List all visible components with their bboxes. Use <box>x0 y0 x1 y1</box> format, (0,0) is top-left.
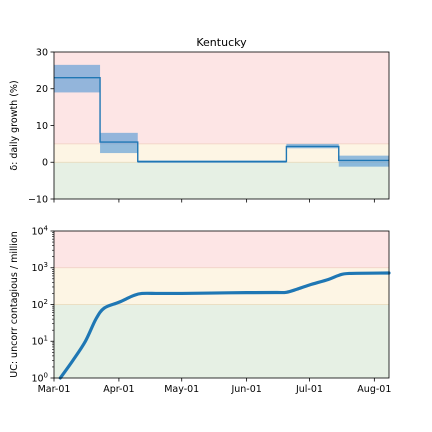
bottom-x-ticks: Mar-01 Apr-01 May-01 Jun-01 Jul-01 Aug-01 <box>38 378 391 395</box>
contagious-line <box>58 271 391 380</box>
top-risk-bands <box>54 52 389 199</box>
top-y-tick-label: 20 <box>36 84 48 95</box>
top-y-tick-label: 0 <box>42 158 48 169</box>
growth-ci-segment-4 <box>338 155 389 167</box>
bottom-risk-bands <box>54 231 389 378</box>
contagious-panel: 104 103 102 101 100 Mar-01 Apr-01 May-01 Jun-01… <box>9 224 391 395</box>
growth-rate-step-line <box>54 77 389 163</box>
x-tick-label: Jul-01 <box>295 384 323 395</box>
chart-title: Kentucky <box>196 36 247 49</box>
top-band-2 <box>54 52 389 144</box>
x-tick-label: Apr-01 <box>103 384 134 395</box>
growth-ci-segment-1 <box>100 132 138 154</box>
bottom-y-ticks: 104 103 102 101 100 <box>31 224 54 384</box>
bottom-band-1 <box>54 267 389 305</box>
bottom-band-2 <box>54 231 389 268</box>
bottom-y-tick-label: 104 <box>31 224 48 237</box>
x-tick-label: May-01 <box>164 384 199 395</box>
bottom-y-tick-label: 103 <box>31 261 48 274</box>
bottom-y-axis-label: UC: uncorr contagious / million <box>9 231 20 378</box>
top-band-0 <box>54 162 389 199</box>
bottom-y-tick-label: 102 <box>31 298 48 311</box>
growth-ci-segment-0 <box>54 64 101 93</box>
bottom-y-tick-label: 101 <box>31 335 48 348</box>
top-y-tick-label: 10 <box>36 121 48 132</box>
bottom-y-tick-label: 100 <box>31 371 48 384</box>
top-y-tick-label: 30 <box>36 47 48 58</box>
x-tick-label: Aug-01 <box>357 384 391 395</box>
top-y-ticks: 30 20 10 0 −10 <box>28 47 54 205</box>
growth-rate-panel: 30 20 10 0 −10 Kentucky δ: daily growth (%) <box>9 36 390 205</box>
top-y-tick-label: −10 <box>28 194 48 205</box>
top-x-ticks <box>53 199 375 203</box>
top-y-axis-label: δ: daily growth (%) <box>9 80 20 170</box>
x-tick-label: Jun-01 <box>230 384 261 395</box>
x-tick-label: Mar-01 <box>38 384 71 395</box>
bottom-band-0 <box>54 304 389 378</box>
